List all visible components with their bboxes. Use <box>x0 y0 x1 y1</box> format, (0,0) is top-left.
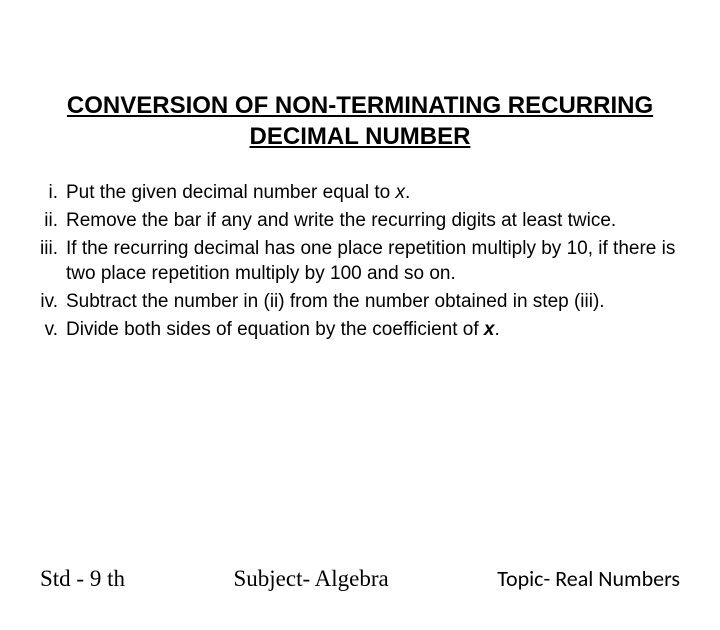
list-marker: i. <box>30 180 66 206</box>
list-item: i. Put the given decimal number equal to… <box>30 180 690 206</box>
list-item: ii. Remove the bar if any and write the … <box>30 208 690 234</box>
step-text-before: Put the given decimal number equal to <box>66 182 396 203</box>
footer-std: Std - 9 th <box>40 566 125 592</box>
title-line-2: DECIMAL NUMBER <box>250 123 471 150</box>
list-text: Divide both sides of equation by the coe… <box>66 317 690 343</box>
list-marker: ii. <box>30 208 66 234</box>
list-text: If the recurring decimal has one place r… <box>66 236 690 287</box>
list-item: v. Divide both sides of equation by the … <box>30 317 690 343</box>
list-item: iv. Subtract the number in (ii) from the… <box>30 289 690 315</box>
steps-list: i. Put the given decimal number equal to… <box>0 180 720 342</box>
step-text-before: Subtract the number in (ii) from the num… <box>66 291 605 312</box>
list-text: Remove the bar if any and write the recu… <box>66 208 690 234</box>
step-text-before: If the recurring decimal has one place r… <box>66 238 675 285</box>
list-marker: iii. <box>30 236 66 287</box>
list-marker: v. <box>30 317 66 343</box>
footer: Std - 9 th Subject- Algebra Topic- Real … <box>0 565 720 592</box>
page-title: CONVERSION OF NON-TERMINATING RECURRING … <box>0 90 720 152</box>
list-text: Put the given decimal number equal to x. <box>66 180 690 206</box>
variable-x: x <box>396 182 406 203</box>
footer-subject: Subject- Algebra <box>233 566 388 592</box>
step-text-after: . <box>405 182 410 203</box>
list-item: iii. If the recurring decimal has one pl… <box>30 236 690 287</box>
step-text-before: Divide both sides of equation by the coe… <box>66 319 484 340</box>
step-text-before: Remove the bar if any and write the recu… <box>66 210 616 231</box>
footer-topic: Topic- Real Numbers <box>497 565 680 592</box>
title-line-1: CONVERSION OF NON-TERMINATING RECURRING <box>67 92 653 119</box>
list-marker: iv. <box>30 289 66 315</box>
list-text: Subtract the number in (ii) from the num… <box>66 289 690 315</box>
step-text-after: . <box>495 319 500 340</box>
variable-x-bold: x <box>484 319 495 340</box>
